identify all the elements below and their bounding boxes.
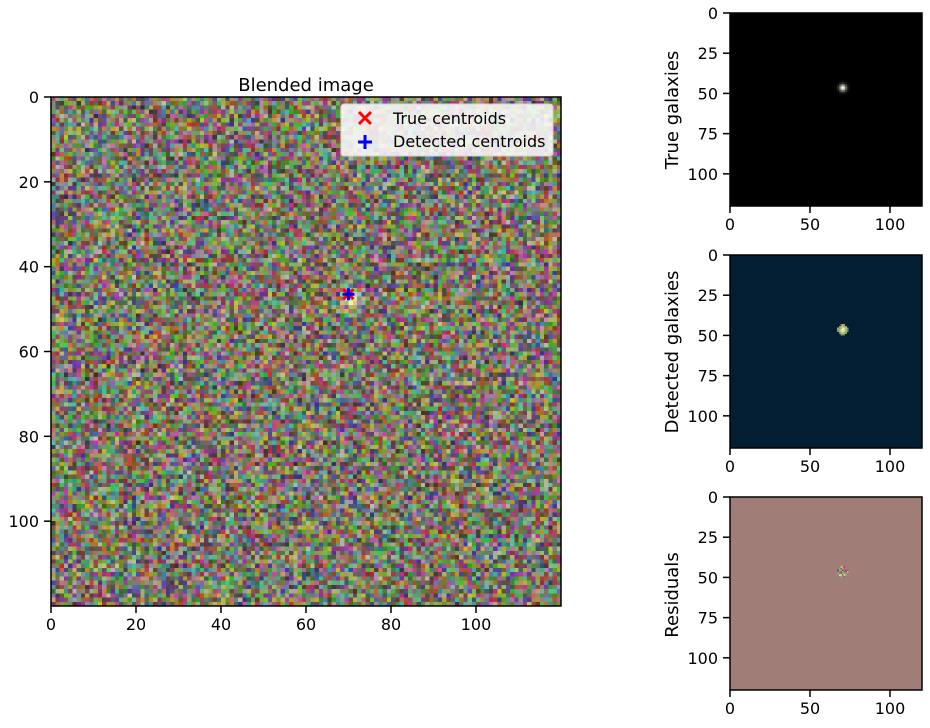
y-tick-label: 50 xyxy=(698,84,718,103)
panel-image xyxy=(730,497,922,690)
x-tick-label: 50 xyxy=(800,215,820,234)
y-tick-label: 75 xyxy=(698,367,718,386)
legend: True centroids Detected centroids xyxy=(340,103,554,157)
detected-galaxies-ylabel: Detected galaxies xyxy=(662,271,683,434)
x-tick-label: 0 xyxy=(725,457,735,476)
panel-frame xyxy=(729,254,923,449)
true-galaxies-ylabel: True galaxies xyxy=(662,51,683,171)
y-tick-label: 50 xyxy=(698,326,718,345)
y-tick-label: 100 xyxy=(687,165,718,184)
y-tick-label: 60 xyxy=(19,343,39,362)
x-tick-label: 0 xyxy=(725,699,735,718)
y-tick-label: 25 xyxy=(698,528,718,547)
detected-centroid-marker xyxy=(342,288,355,301)
blended-image-markers xyxy=(342,288,355,301)
x-tick-label: 0 xyxy=(725,215,735,234)
y-tick-label: 0 xyxy=(708,246,718,265)
y-tick-label: 100 xyxy=(687,407,718,426)
y-tick-label: 75 xyxy=(698,125,718,144)
y-tick-label: 100 xyxy=(687,649,718,668)
y-tick-label: 25 xyxy=(698,44,718,63)
x-tick-label: 50 xyxy=(800,457,820,476)
x-tick-label: 100 xyxy=(875,699,906,718)
x-tick-label: 100 xyxy=(875,457,906,476)
y-tick-label: 20 xyxy=(19,173,39,192)
x-tick-label: 60 xyxy=(296,615,316,634)
blended-image xyxy=(51,97,561,606)
true-galaxies-panel: 0 50 100 0 25 50 75 100 xyxy=(687,4,923,234)
y-tick-label: 0 xyxy=(29,88,39,107)
blended-image-panel xyxy=(50,96,562,607)
legend-detected-label: Detected centroids xyxy=(393,132,545,151)
legend-true-label: True centroids xyxy=(392,109,506,128)
y-tick-label: 50 xyxy=(698,568,718,587)
x-tick-label: 40 xyxy=(211,615,231,634)
legend-detected-marker xyxy=(358,135,372,149)
x-tick-label: 0 xyxy=(46,615,56,634)
panel-frame xyxy=(729,496,923,691)
y-tick-label: 0 xyxy=(708,488,718,507)
residuals-panel: 0 50 100 0 25 50 75 100 xyxy=(687,488,923,718)
x-tick-label: 100 xyxy=(875,215,906,234)
y-tick-label: 80 xyxy=(19,427,39,446)
x-tick-label: 100 xyxy=(461,615,492,634)
residuals-ylabel: Residuals xyxy=(662,552,683,637)
panel-frame xyxy=(729,12,923,207)
y-tick-label: 40 xyxy=(19,258,39,277)
blended-image-y-axis: 0 20 40 60 80 100 xyxy=(8,88,51,531)
detected-galaxies-panel: 0 50 100 0 25 50 75 100 xyxy=(687,246,923,476)
blended-image-x-axis: 0 20 40 60 80 100 xyxy=(46,606,491,634)
x-tick-label: 50 xyxy=(800,699,820,718)
legend-box xyxy=(340,103,554,157)
legend-true-marker xyxy=(357,110,373,126)
blended-image-title: Blended image xyxy=(238,75,374,96)
y-tick-label: 75 xyxy=(698,609,718,628)
x-tick-label: 80 xyxy=(381,615,401,634)
panel-image xyxy=(730,13,922,206)
y-tick-label: 0 xyxy=(708,4,718,23)
x-tick-label: 20 xyxy=(126,615,146,634)
y-tick-label: 100 xyxy=(8,512,39,531)
y-tick-label: 25 xyxy=(698,286,718,305)
panel-image xyxy=(730,255,922,448)
